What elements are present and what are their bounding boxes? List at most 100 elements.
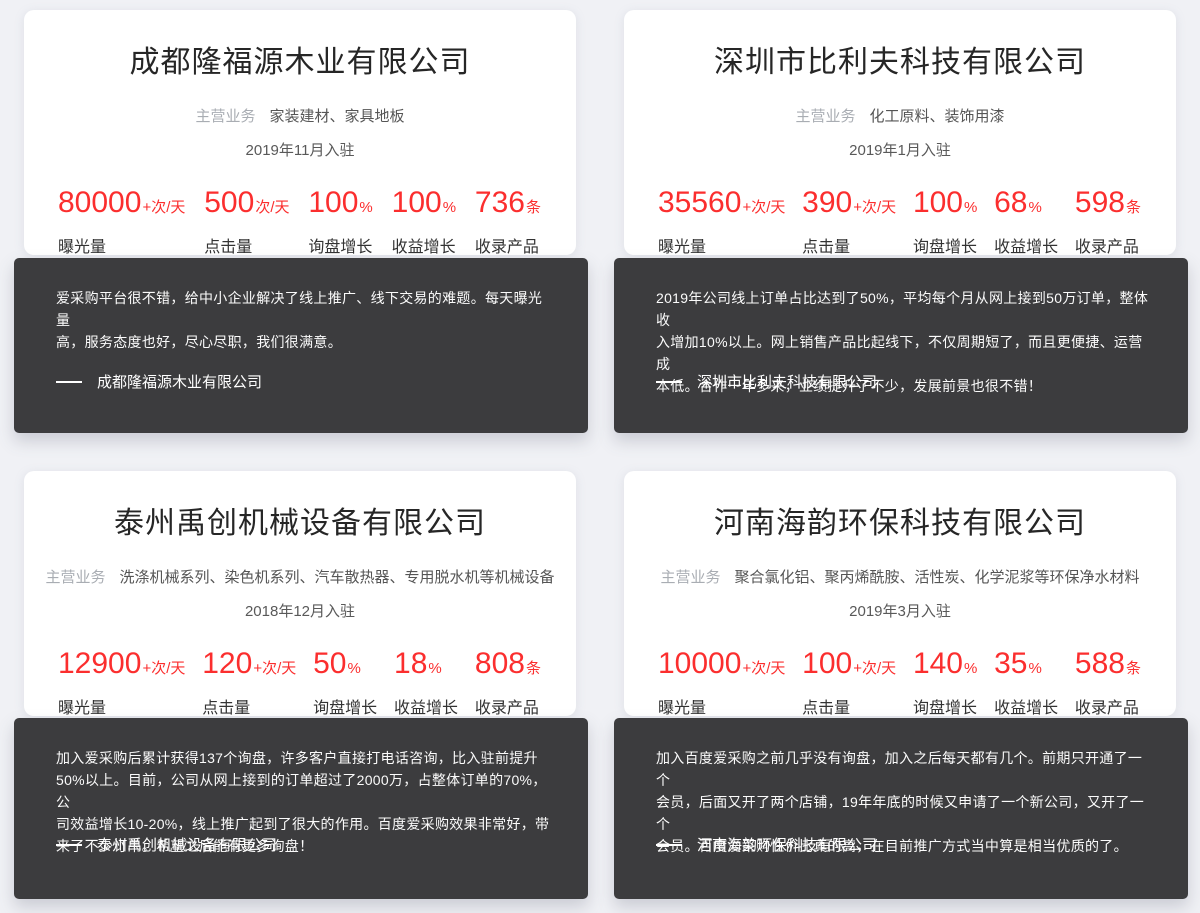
stat-label: 收录产品 <box>474 239 539 256</box>
stat-item-revenue-growth: 100% 收益增长 <box>392 187 456 257</box>
join-date: 2018年12月入驻 <box>244 603 356 620</box>
stat-value: 100 <box>802 647 853 680</box>
stat-value: 10000 <box>658 647 742 680</box>
stat-label: 询盘增长 <box>313 700 378 717</box>
dash-icon <box>56 843 82 846</box>
main-business-label: 主营业务 <box>45 569 106 586</box>
main-business-line: 主营业务 化工原料、装饰用漆 <box>624 105 1176 126</box>
stat-value: 35 <box>994 647 1028 680</box>
stat-item-inquiry-growth: 50% 询盘增长 <box>313 648 377 718</box>
stat-value: 140 <box>912 647 963 680</box>
main-business-label: 主营业务 <box>795 108 856 125</box>
stat-value: 35560 <box>658 186 742 219</box>
stat-item-products: 588 条 收录产品 <box>1075 648 1141 718</box>
stat-item-clicks: 500 次/天 点击量 <box>204 187 289 257</box>
stat-value: 12900 <box>58 647 142 680</box>
stat-suffix: % <box>964 199 978 216</box>
stat-suffix: % <box>1028 660 1042 677</box>
stat-suffix: +次/天 <box>142 199 186 216</box>
stats-row: 10000 +次/天 曝光量 100 +次/天 点击量 140% 询盘增长 35% … <box>624 648 1176 718</box>
stat-label: 收益增长 <box>391 239 456 256</box>
company-card: 泰州禹创机械设备有限公司 主营业务 洗涤机械系列、染色机系列、汽车散热器、专用脱水… <box>24 471 576 718</box>
stat-suffix: 条 <box>525 199 541 216</box>
stat-label: 收益增长 <box>394 700 459 717</box>
case-cell-2: 深圳市比利夫科技有限公司 主营业务 化工原料、装饰用漆 2019年1月入驻 355… <box>600 10 1200 433</box>
stat-item-revenue-growth: 18% 收益增长 <box>394 648 458 718</box>
stat-label: 询盘增长 <box>912 700 977 717</box>
stat-suffix: 次/天 <box>255 199 290 216</box>
stat-item-exposure: 12900 +次/天 曝光量 <box>58 648 185 718</box>
testimonial-text: 2019年公司线上订单占比达到了50%，平均每个月从网上接到50万订单，整体收 … <box>656 290 1149 394</box>
testimonial-text: 加入百度爱采购之前几乎没有询盘，加入之后每天都有几个。前期只开通了一个 会员，后… <box>656 750 1145 854</box>
testimonial-attribution: 泰州禹创机械设备有限公司 <box>56 834 277 855</box>
stat-label: 收录产品 <box>1074 700 1139 717</box>
stat-label: 曝光量 <box>658 700 707 717</box>
main-business-value: 化工原料、装饰用漆 <box>869 108 1005 125</box>
stat-item-exposure: 80000 +次/天 曝光量 <box>58 187 185 257</box>
testimonial-box: 2019年公司线上订单占比达到了50%，平均每个月从网上接到50万订单，整体收 … <box>614 258 1188 433</box>
company-name: 泰州禹创机械设备有限公司 <box>114 507 486 540</box>
testimonial-box: 加入爱采购后累计获得137个询盘，许多客户直接打电话咨询，比入驻前提升 50%以… <box>14 718 588 899</box>
stat-item-products: 598 条 收录产品 <box>1075 187 1141 257</box>
dash-icon <box>656 380 682 383</box>
case-cell-4: 河南海韵环保科技有限公司 主营业务 聚合氯化铝、聚丙烯酰胺、活性炭、化学泥浆等环保… <box>600 471 1200 899</box>
stat-suffix: 条 <box>525 660 541 677</box>
dash-icon <box>56 380 82 383</box>
stat-value: 390 <box>802 186 853 219</box>
company-name: 成都隆福源木业有限公司 <box>129 46 471 79</box>
testimonial-attribution: 河南海韵环保科技有限公司 <box>656 834 877 855</box>
company-card: 河南海韵环保科技有限公司 主营业务 聚合氯化铝、聚丙烯酰胺、活性炭、化学泥浆等环保… <box>624 471 1176 718</box>
stat-suffix: +次/天 <box>742 660 786 677</box>
stat-label: 收录产品 <box>1074 239 1139 256</box>
stat-value: 50 <box>313 647 347 680</box>
company-card: 成都隆福源木业有限公司 主营业务 家装建材、家具地板 2019年11月入驻 800… <box>24 10 576 257</box>
stat-item-inquiry-growth: 100% 询盘增长 <box>308 187 372 257</box>
testimonial-company: 泰州禹创机械设备有限公司 <box>97 837 278 854</box>
stat-value: 18 <box>394 647 428 680</box>
stat-label: 收益增长 <box>994 239 1059 256</box>
stat-suffix: +次/天 <box>742 199 786 216</box>
stat-label: 点击量 <box>802 700 851 717</box>
stat-suffix: 条 <box>1125 199 1141 216</box>
stat-label: 收录产品 <box>474 700 539 717</box>
testimonial-text: 爱采购平台很不错，给中小企业解决了线上推广、线下交易的难题。每天曝光量 高，服务… <box>56 290 543 350</box>
stat-item-inquiry-growth: 100% 询盘增长 <box>913 187 977 257</box>
stats-row: 35560 +次/天 曝光量 390 +次/天 点击量 100% 询盘增长 68% … <box>624 187 1176 257</box>
join-date: 2019年3月入驻 <box>849 603 951 620</box>
stat-label: 收益增长 <box>994 700 1059 717</box>
main-business-value: 聚合氯化铝、聚丙烯酰胺、活性炭、化学泥浆等环保净水材料 <box>734 569 1140 586</box>
stat-suffix: % <box>359 199 373 216</box>
stat-suffix: +次/天 <box>142 660 186 677</box>
stat-label: 询盘增长 <box>912 239 977 256</box>
stat-suffix: % <box>428 660 442 677</box>
stat-suffix: % <box>442 199 457 216</box>
stats-row: 80000 +次/天 曝光量 500 次/天 点击量 100% 询盘增长 100% … <box>24 187 576 257</box>
stat-value: 598 <box>1074 186 1125 219</box>
testimonial-text: 加入爱采购后累计获得137个询盘，许多客户直接打电话咨询，比入驻前提升 50%以… <box>56 750 550 854</box>
stat-item-clicks: 120 +次/天 点击量 <box>202 648 296 718</box>
main-business-value: 家装建材、家具地板 <box>269 108 405 125</box>
stat-label: 曝光量 <box>658 239 707 256</box>
stat-item-products: 808 条 收录产品 <box>475 648 541 718</box>
stat-item-inquiry-growth: 140% 询盘增长 <box>913 648 977 718</box>
testimonial-box: 爱采购平台很不错，给中小企业解决了线上推广、线下交易的难题。每天曝光量 高，服务… <box>14 258 588 433</box>
stat-item-products: 736 条 收录产品 <box>475 187 541 257</box>
stat-item-revenue-growth: 35% 收益增长 <box>994 648 1058 718</box>
dash-icon <box>656 843 682 846</box>
stat-item-revenue-growth: 68% 收益增长 <box>994 187 1058 257</box>
stat-label: 曝光量 <box>58 700 107 717</box>
testimonial-attribution: 深圳市比利夫科技有限公司 <box>656 371 877 392</box>
testimonial-company: 深圳市比利夫科技有限公司 <box>697 374 878 391</box>
testimonial-box: 加入百度爱采购之前几乎没有询盘，加入之后每天都有几个。前期只开通了一个 会员，后… <box>614 718 1188 899</box>
main-business-label: 主营业务 <box>660 569 721 586</box>
testimonial-company: 河南海韵环保科技有限公司 <box>697 837 878 854</box>
stat-item-clicks: 100 +次/天 点击量 <box>802 648 896 718</box>
stat-suffix: +次/天 <box>853 199 897 216</box>
stat-suffix: % <box>964 660 978 677</box>
main-business-label: 主营业务 <box>195 108 256 125</box>
stat-suffix: +次/天 <box>853 660 897 677</box>
main-business-value: 洗涤机械系列、染色机系列、汽车散热器、专用脱水机等机械设备 <box>119 569 555 586</box>
case-cell-1: 成都隆福源木业有限公司 主营业务 家装建材、家具地板 2019年11月入驻 800… <box>0 10 600 433</box>
stat-value: 120 <box>202 647 253 680</box>
